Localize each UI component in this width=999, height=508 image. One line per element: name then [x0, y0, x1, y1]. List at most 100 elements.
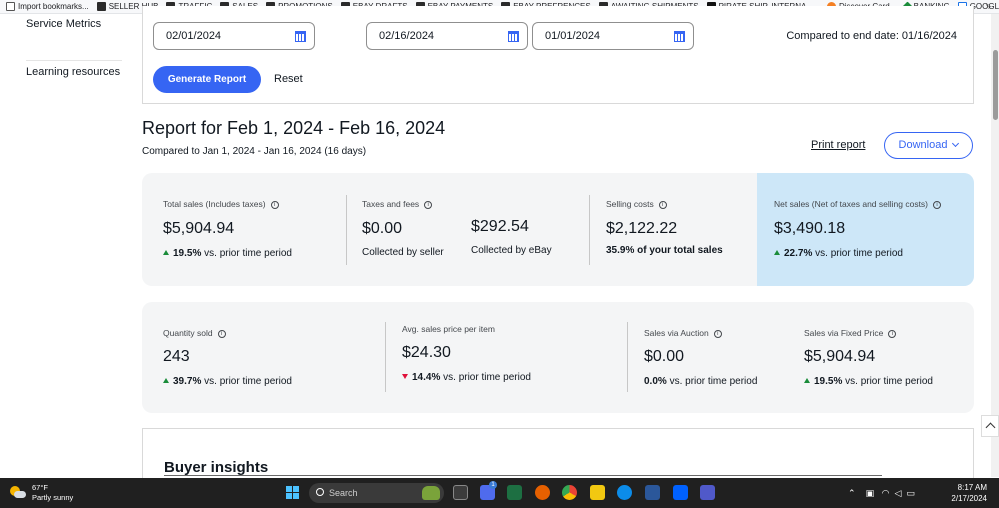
- file-explorer-icon[interactable]: [590, 485, 605, 500]
- info-icon[interactable]: i: [713, 330, 722, 338]
- scroll-to-top-button[interactable]: [981, 415, 999, 437]
- quantity-sold-value: 243: [163, 348, 190, 365]
- task-view-icon[interactable]: [453, 485, 468, 500]
- wifi-icon[interactable]: ◠: [881, 488, 890, 498]
- compare-end-date-text: Compared to end date: 01/16/2024: [786, 30, 957, 42]
- total-sales-label: Total sales (Includes taxes) i: [163, 199, 279, 209]
- selling-costs-value: $2,122.22: [606, 220, 678, 237]
- clock[interactable]: 8:17 AM 2/17/2024: [951, 482, 987, 504]
- volume-icon[interactable]: ◁: [894, 488, 902, 498]
- partly-sunny-icon: [10, 486, 26, 500]
- nav-service-metrics[interactable]: Service Metrics: [26, 18, 102, 30]
- trend-up-icon: [163, 378, 169, 383]
- clock-time: 8:17 AM: [957, 483, 987, 492]
- left-navigation: Service Metrics Learning resources: [0, 14, 142, 104]
- nav-divider: [26, 60, 122, 61]
- net-sales-value: $3,490.18: [774, 220, 846, 237]
- chevron-down-icon: [952, 139, 960, 148]
- clock-date: 2/17/2024: [951, 494, 987, 503]
- teams-icon[interactable]: [700, 485, 715, 500]
- bookmark-label: SELLER HUB: [108, 2, 159, 11]
- metric-divider: [385, 322, 386, 392]
- fixed-price-value: $5,904.94: [804, 348, 876, 365]
- bookmarks-more-icon[interactable]: »: [985, 1, 991, 12]
- compare-start-date-field[interactable]: 01/01/2024: [532, 22, 694, 50]
- nav-learning-resources[interactable]: Learning resources: [26, 66, 121, 78]
- auction-change: 0.0% vs. prior time period: [644, 376, 758, 387]
- firefox-icon[interactable]: [535, 485, 550, 500]
- word-icon[interactable]: [645, 485, 660, 500]
- net-sales-label: Net sales (Net of taxes and selling cost…: [774, 199, 942, 209]
- taskbar-search-label: Search: [329, 488, 358, 498]
- auction-label: Sales via Auction i: [644, 328, 722, 338]
- calendar-icon[interactable]: [674, 31, 685, 42]
- buyer-insights-title: Buyer insights: [164, 459, 269, 476]
- calendar-icon[interactable]: [295, 31, 306, 42]
- start-date-field[interactable]: 02/01/2024: [153, 22, 315, 50]
- generate-report-button[interactable]: Generate Report: [153, 66, 261, 93]
- search-icon: [316, 488, 324, 496]
- edge-icon[interactable]: [617, 485, 632, 500]
- reset-button[interactable]: Reset: [274, 73, 303, 85]
- windows-taskbar: 67°F Partly sunny Search 1 ⌃ ▣ ◠ ◁ ▭ 8:1…: [0, 478, 999, 508]
- chrome-icon[interactable]: [562, 485, 577, 500]
- report-comparison-subtitle: Compared to Jan 1, 2024 - Jan 16, 2024 (…: [142, 146, 367, 157]
- bookmark-label: GOOGLE CALENDAR: [969, 2, 999, 11]
- temperature: 67°F: [32, 483, 48, 492]
- trend-up-icon: [804, 378, 810, 383]
- download-button[interactable]: Download: [884, 132, 973, 159]
- calendar-icon[interactable]: [508, 31, 519, 42]
- weather-widget[interactable]: 67°F Partly sunny: [10, 483, 73, 503]
- start-date-value: 02/01/2024: [166, 30, 222, 42]
- scrollbar-thumb[interactable]: [993, 50, 998, 120]
- info-icon[interactable]: i: [424, 201, 433, 209]
- net-sales-change: 22.7% vs. prior time period: [774, 248, 903, 259]
- taxes-seller-value: $0.00: [362, 220, 403, 237]
- network-icon[interactable]: ▣: [865, 488, 875, 498]
- metric-divider: [346, 195, 347, 265]
- auction-value: $0.00: [644, 348, 685, 365]
- chevron-up-icon: [985, 422, 995, 433]
- selling-costs-label: Selling costs i: [606, 199, 667, 209]
- excel-icon[interactable]: [507, 485, 522, 500]
- dropbox-icon[interactable]: [673, 485, 688, 500]
- trend-up-icon: [774, 250, 780, 255]
- info-icon[interactable]: i: [270, 201, 279, 209]
- metric-divider: [589, 195, 590, 265]
- info-icon[interactable]: i: [217, 330, 226, 338]
- selling-costs-note: 35.9% of your total sales: [606, 245, 723, 256]
- avg-price-value: $24.30: [402, 344, 451, 361]
- notification-badge: 1: [489, 481, 497, 489]
- avg-price-change: 14.4% vs. prior time period: [402, 372, 531, 383]
- import-icon: [6, 2, 15, 11]
- info-icon[interactable]: i: [658, 201, 667, 209]
- end-date-field[interactable]: 02/16/2024: [366, 22, 528, 50]
- fixed-price-change: 19.5% vs. prior time period: [804, 376, 933, 387]
- taskbar-search[interactable]: Search: [309, 483, 444, 503]
- report-title: Report for Feb 1, 2024 - Feb 16, 2024: [142, 118, 446, 138]
- quantity-sold-label: Quantity sold i: [163, 328, 226, 338]
- print-report-link[interactable]: Print report: [811, 139, 866, 151]
- trend-down-icon: [402, 374, 408, 379]
- bookmark-label: Import bookmarks...: [18, 2, 89, 11]
- weather-condition: Partly sunny: [32, 493, 74, 502]
- taxes-ebay-note: Collected by eBay: [471, 245, 552, 256]
- quantity-metrics-card: Quantity sold i 243 39.7% vs. prior time …: [142, 302, 974, 413]
- total-sales-change: 19.5% vs. prior time period: [163, 248, 292, 259]
- page-scrollbar[interactable]: [991, 14, 999, 477]
- avg-price-label: Avg. sales price per item: [402, 324, 495, 334]
- taxes-seller-note: Collected by seller: [362, 247, 444, 258]
- info-icon[interactable]: i: [888, 330, 897, 338]
- chevron-up-icon[interactable]: ⌃: [848, 488, 856, 498]
- net-sales-panel: [757, 173, 974, 286]
- windows-start-icon[interactable]: [286, 486, 299, 499]
- fixed-price-label: Sales via Fixed Price i: [804, 328, 897, 338]
- quantity-sold-change: 39.7% vs. prior time period: [163, 376, 292, 387]
- info-icon[interactable]: i: [933, 201, 942, 209]
- bookmark-item[interactable]: SELLER HUB: [96, 2, 159, 11]
- folder-icon: [96, 2, 106, 11]
- bookmark-item[interactable]: Import bookmarks...: [6, 2, 89, 11]
- battery-icon[interactable]: ▭: [906, 488, 915, 498]
- total-sales-value: $5,904.94: [163, 220, 235, 237]
- system-tray[interactable]: ⌃ ▣ ◠ ◁ ▭: [848, 488, 915, 499]
